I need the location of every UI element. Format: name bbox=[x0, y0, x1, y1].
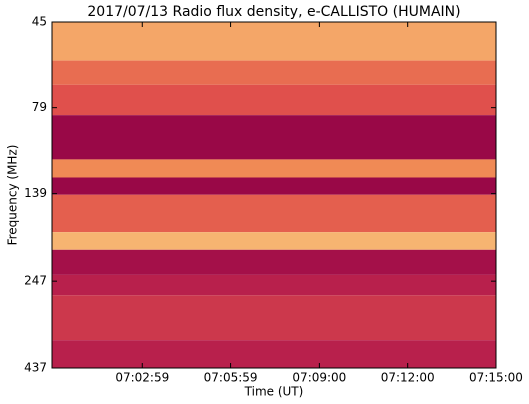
y-tick-label: 139 bbox=[24, 186, 47, 200]
x-tick-label: 07:12:00 bbox=[381, 371, 435, 385]
frequency-band bbox=[52, 22, 496, 61]
y-tick-label: 437 bbox=[24, 361, 47, 375]
x-tick-label: 07:09:00 bbox=[292, 371, 346, 385]
frequency-band bbox=[52, 340, 496, 368]
frequency-band bbox=[52, 232, 496, 250]
y-tick-label: 45 bbox=[32, 15, 47, 29]
frequency-band bbox=[52, 274, 496, 296]
frequency-band bbox=[52, 115, 496, 160]
frequency-band bbox=[52, 84, 496, 116]
plot-area bbox=[52, 22, 496, 368]
x-tick-label: 07:05:59 bbox=[204, 371, 258, 385]
frequency-band bbox=[52, 295, 496, 341]
chart-title: 2017/07/13 Radio flux density, e-CALLIST… bbox=[87, 4, 460, 20]
x-tick-label: 07:15:00 bbox=[469, 371, 523, 385]
frequency-band bbox=[52, 249, 496, 275]
y-tick-label: 79 bbox=[32, 100, 47, 114]
frequency-band bbox=[52, 177, 496, 195]
frequency-band bbox=[52, 60, 496, 85]
x-tick-label: 07:02:59 bbox=[115, 371, 169, 385]
y-axis-label: Frequency (MHz) bbox=[6, 145, 20, 246]
plot-frame bbox=[51, 21, 497, 369]
x-axis-label: Time (UT) bbox=[244, 385, 304, 399]
y-tick-label: 247 bbox=[24, 274, 47, 288]
frequency-band bbox=[52, 194, 496, 233]
frequency-band bbox=[52, 159, 496, 178]
